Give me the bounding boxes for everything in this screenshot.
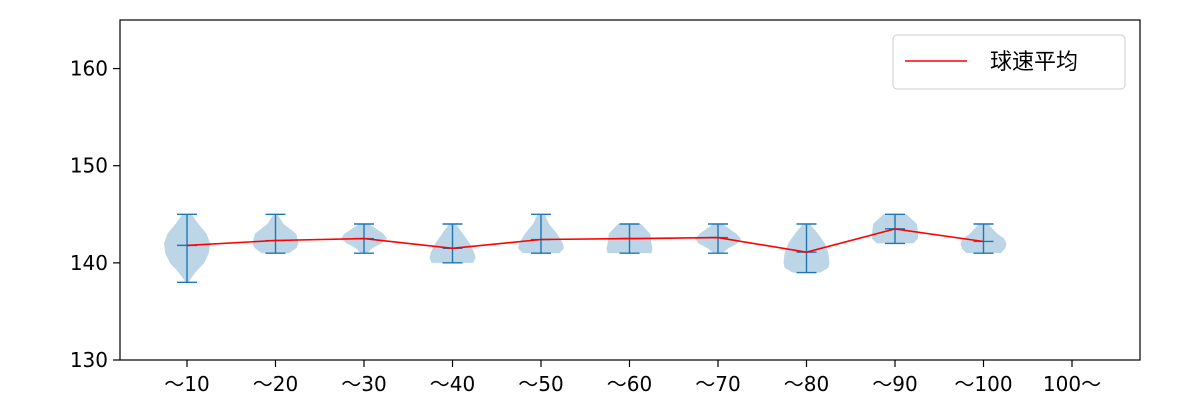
violins-layer (164, 214, 1007, 283)
y-tick-label-130: 130 (70, 348, 108, 372)
y-tick-label-160: 160 (70, 57, 108, 81)
x-tick-label-6: 〜70 (695, 372, 740, 396)
x-tick-label-1: 〜20 (253, 372, 298, 396)
x-tick-label-10: 100〜 (1043, 372, 1101, 396)
y-axis: 130 140 150 160 (70, 57, 120, 372)
y-tick-label-140: 140 (70, 251, 108, 275)
x-tick-label-9: 〜100 (954, 372, 1012, 396)
legend: 球速平均 (892, 34, 1126, 90)
x-tick-label-2: 〜30 (341, 372, 386, 396)
whiskers-layer (177, 213, 994, 283)
legend-label-mean-speed: 球速平均 (990, 50, 1078, 75)
x-axis: 〜10 〜20 〜30 〜40 〜50 〜60 〜70 〜80 〜90 〜100 100〜 (164, 360, 1101, 396)
x-tick-label-5: 〜60 (607, 372, 652, 396)
x-tick-label-8: 〜90 (872, 372, 917, 396)
legend-box (892, 34, 1126, 90)
mean-line-layer (186, 228, 984, 254)
x-tick-label-3: 〜40 (430, 372, 475, 396)
x-tick-label-0: 〜10 (164, 372, 209, 396)
y-tick-label-150: 150 (70, 154, 108, 178)
x-tick-label-4: 〜50 (518, 372, 563, 396)
mean-speed-line (186, 228, 984, 254)
x-tick-label-7: 〜80 (784, 372, 829, 396)
